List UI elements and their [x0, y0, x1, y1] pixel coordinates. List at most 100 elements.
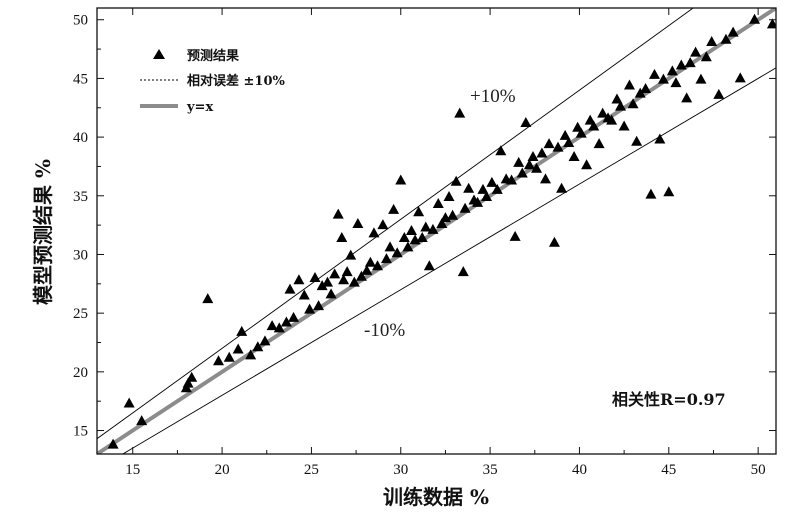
- data-point: [298, 289, 310, 300]
- legend-label-points: 预测结果: [187, 48, 239, 64]
- data-point: [495, 145, 507, 156]
- data-point: [304, 303, 316, 314]
- data-point: [506, 174, 518, 185]
- data-point: [516, 167, 528, 178]
- data-point: [348, 276, 360, 287]
- data-point: [280, 316, 292, 327]
- data-point: [734, 72, 746, 83]
- correlation-label: 相关性R=0.97: [612, 390, 726, 409]
- data-point: [593, 138, 605, 149]
- data-point: [684, 57, 696, 68]
- data-point: [654, 133, 666, 144]
- data-point: [416, 232, 428, 243]
- data-point: [706, 36, 718, 47]
- data-point: [520, 117, 532, 128]
- x-tick-label: 15: [125, 462, 140, 478]
- data-point: [666, 65, 678, 76]
- x-tick-label: 40: [572, 462, 587, 478]
- data-point: [252, 341, 264, 352]
- data-point: [588, 120, 600, 131]
- data-point: [329, 268, 341, 279]
- data-point: [611, 93, 623, 104]
- data-point: [391, 247, 403, 258]
- data-point: [670, 77, 682, 88]
- data-point: [372, 260, 384, 271]
- legend-label-fit-line: y=x: [186, 100, 213, 115]
- data-point: [236, 325, 248, 336]
- y-tick-label: 50: [73, 13, 88, 29]
- data-point: [202, 293, 214, 304]
- y-axis-title: 模型预测结果 %: [31, 159, 55, 305]
- data-points: [107, 13, 776, 449]
- data-point: [509, 230, 521, 241]
- data-point: [690, 46, 702, 57]
- data-point: [402, 241, 414, 252]
- data-point: [447, 209, 459, 220]
- x-tick-label: 25: [304, 462, 319, 478]
- x-tick-label: 30: [393, 462, 408, 478]
- data-point: [398, 232, 410, 243]
- data-point: [457, 266, 469, 277]
- data-point: [368, 227, 380, 238]
- data-point: [355, 270, 367, 281]
- data-point: [657, 73, 669, 84]
- data-point: [513, 156, 525, 167]
- data-point: [618, 120, 630, 131]
- data-point: [322, 276, 334, 287]
- upper-band-label: +10%: [470, 86, 516, 107]
- data-point: [325, 288, 337, 299]
- data-point: [481, 190, 493, 201]
- data-point: [575, 127, 587, 138]
- data-point: [377, 219, 389, 230]
- data-point: [681, 92, 693, 103]
- data-point: [640, 82, 652, 93]
- legend-triangle-marker: [153, 49, 165, 59]
- data-point: [766, 18, 776, 29]
- upper-10pct-line: [97, 8, 694, 440]
- data-point: [443, 190, 455, 201]
- data-point: [316, 280, 328, 291]
- data-point: [645, 188, 657, 199]
- data-point: [491, 183, 503, 194]
- data-point: [245, 349, 257, 360]
- data-point: [543, 138, 555, 149]
- data-point: [472, 196, 484, 207]
- data-point: [380, 253, 392, 264]
- data-point: [700, 51, 712, 62]
- data-point: [563, 136, 575, 147]
- y-tick-label: 35: [73, 189, 88, 205]
- data-point: [597, 107, 609, 118]
- data-point: [273, 322, 285, 333]
- data-point: [552, 141, 564, 152]
- data-point: [556, 182, 568, 193]
- data-point: [568, 151, 580, 162]
- data-point: [420, 221, 432, 232]
- y-tick-labels: 15 20 25 30 35 40 45 50: [73, 13, 88, 440]
- data-point: [606, 114, 618, 125]
- data-point: [634, 87, 646, 98]
- x-axis-title: 训练数据 %: [383, 485, 489, 509]
- data-point: [259, 335, 271, 346]
- data-point: [388, 203, 400, 214]
- data-point: [531, 162, 543, 173]
- plot-frame: [96, 7, 777, 455]
- y-tick-label: 40: [73, 130, 88, 146]
- lower-10pct-line: [121, 67, 776, 454]
- data-point: [486, 176, 498, 187]
- data-point: [559, 129, 571, 140]
- data-point: [527, 151, 539, 162]
- data-point: [432, 198, 444, 209]
- data-point: [631, 135, 643, 146]
- data-point: [548, 236, 560, 247]
- data-point: [395, 174, 407, 185]
- data-point: [627, 98, 639, 109]
- data-point: [232, 343, 244, 354]
- y-tick-label: 15: [73, 424, 88, 440]
- data-point: [123, 397, 135, 408]
- data-point: [436, 217, 448, 228]
- data-point: [463, 182, 475, 193]
- y-tick-label: 30: [73, 247, 88, 263]
- data-point: [477, 183, 489, 194]
- y-tick-label: 45: [73, 71, 88, 87]
